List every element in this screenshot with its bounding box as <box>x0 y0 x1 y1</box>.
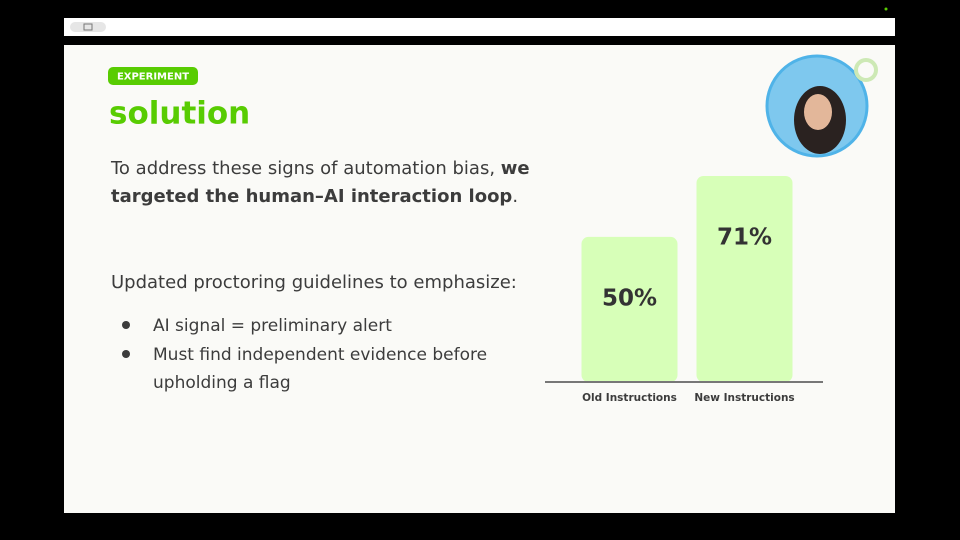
webcam <box>765 54 878 158</box>
gear-icon <box>854 58 878 82</box>
bullet <box>122 321 130 329</box>
tag-pill <box>108 67 198 85</box>
value-label: 71% <box>717 225 772 251</box>
value-label: 50% <box>602 285 657 311</box>
tag: EXPERIMENT <box>117 72 189 83</box>
intro-bold: targeted the human–AI interaction loop <box>111 186 512 207</box>
bullet <box>122 350 130 358</box>
intro-bold: we <box>501 158 530 179</box>
intro-line: To address these signs of automation bia… <box>110 158 530 179</box>
webcam-face <box>804 94 832 130</box>
intro-text: To address these signs of automation bia… <box>110 158 501 179</box>
bar <box>696 176 793 382</box>
x-tick-label: Old Instructions <box>582 392 677 404</box>
chart: 50% Old Instructions 71% New Instructions <box>545 176 823 404</box>
bullet-text: AI signal = preliminary alert <box>153 316 392 336</box>
status-dot <box>884 7 888 11</box>
bullet-text: Must find independent evidence before <box>153 345 487 365</box>
toolbar-button[interactable] <box>70 22 106 32</box>
toolbar-icon <box>83 23 93 31</box>
intro-text: . <box>512 186 518 207</box>
intro-line: targeted the human–AI interaction loop. <box>111 186 518 207</box>
toolbar <box>64 18 895 36</box>
slide-title: solution <box>109 96 250 132</box>
lead: Updated proctoring guidelines to emphasi… <box>111 272 517 293</box>
bullet-text: upholding a flag <box>153 373 291 393</box>
x-tick-label: New Instructions <box>694 392 794 404</box>
bar <box>581 236 678 382</box>
